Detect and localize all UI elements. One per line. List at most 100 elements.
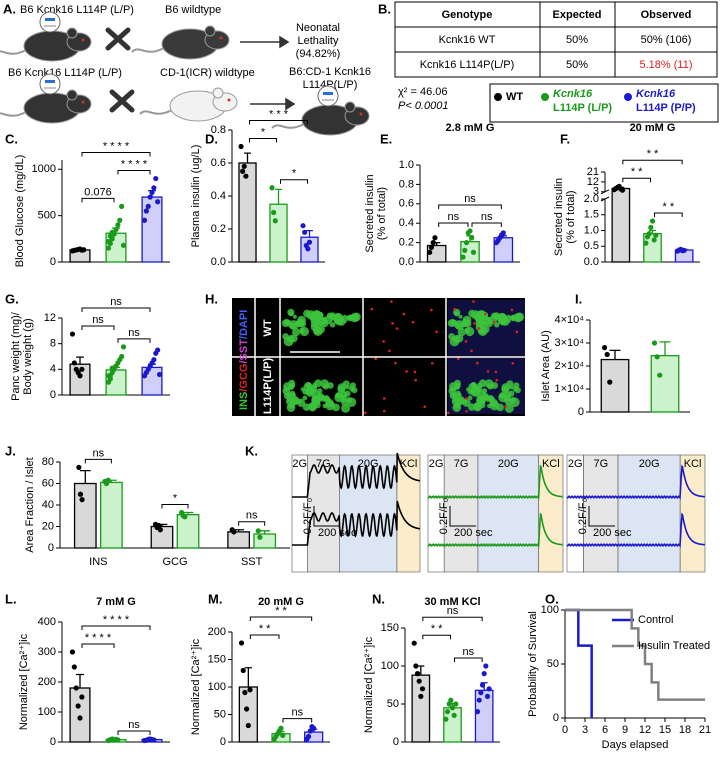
y-tick-label: 2×10⁴	[554, 360, 584, 372]
image-ins	[345, 385, 350, 390]
y-tick-label: 0.2	[211, 223, 226, 235]
scale-bar	[449, 506, 476, 527]
image-ins	[454, 311, 460, 317]
image-gcg	[472, 300, 475, 303]
image-ins	[303, 309, 311, 318]
y-tick-label: 0	[393, 736, 399, 748]
data-point	[71, 664, 77, 670]
scale-label: 200 sec	[454, 527, 493, 539]
panel-label: M.	[208, 591, 222, 606]
y-tick-label: 0.2	[399, 237, 414, 249]
image-gcg	[473, 322, 476, 325]
significance-bracket	[81, 325, 115, 331]
image-ins	[465, 326, 475, 337]
data-point	[247, 687, 253, 693]
image-gcg	[475, 361, 479, 365]
y-axis-label: Body weight (g)	[22, 318, 34, 394]
table-grid	[394, 1, 718, 78]
y-tick-label: 1×10⁴	[554, 383, 584, 395]
image-gcg	[470, 349, 473, 353]
image-gcg	[510, 308, 514, 312]
data-point	[271, 209, 277, 216]
image-ins	[449, 387, 455, 392]
diagram-text: Lethality	[298, 35, 339, 47]
mouse-eye	[227, 98, 231, 102]
y-tick-label: 1.5	[584, 209, 599, 221]
error-bar	[649, 229, 656, 234]
data-point	[149, 189, 155, 196]
calcium-trace	[292, 452, 421, 498]
image-ins	[496, 403, 504, 412]
significance-label: * * * *	[103, 614, 130, 626]
diagram-text: B6 Kcnk16 L114P (L/P)	[8, 67, 122, 79]
image-gcg	[446, 411, 450, 415]
data-point	[280, 732, 286, 739]
image-ins	[473, 401, 482, 411]
data-point	[145, 203, 151, 209]
data-point	[151, 737, 157, 743]
significance-bracket	[654, 212, 683, 218]
significance-bracket	[81, 307, 151, 313]
mouse-ear	[204, 25, 216, 37]
arrows	[240, 35, 296, 111]
data-point	[305, 246, 311, 252]
x-axis-label: Days elapsed	[602, 739, 669, 751]
y-axis-label: Normalized [Ca²⁺]ic	[18, 633, 30, 730]
image-ins	[468, 309, 476, 318]
data-point	[107, 376, 113, 382]
diagram-text: (94.82%)	[296, 48, 341, 60]
data-point	[483, 663, 489, 669]
image-gcg	[411, 320, 415, 324]
data-point	[469, 235, 475, 241]
y-tick-label: 150	[381, 622, 399, 634]
y-tick-label: 0.8	[399, 178, 414, 190]
scale-bar	[313, 506, 340, 527]
bar	[227, 531, 251, 549]
image-ins	[484, 379, 494, 388]
phase-label: 20G	[358, 458, 379, 470]
significance-bracket	[117, 730, 151, 735]
survival-line	[565, 608, 593, 718]
image-gcg	[494, 370, 498, 374]
bar	[650, 354, 680, 413]
image-gcg	[414, 378, 417, 382]
data-point	[432, 235, 438, 241]
bar	[141, 196, 163, 263]
phase-label: KCl	[400, 458, 418, 470]
image-ins	[297, 399, 302, 404]
table-cell: 50%	[566, 34, 588, 46]
data-point	[109, 365, 115, 371]
y-tick-label: 50	[214, 708, 226, 720]
x-tick-label: 15	[659, 724, 671, 736]
image-ins	[299, 326, 310, 337]
mouse-ear	[344, 101, 356, 113]
image-ins	[286, 403, 296, 412]
y-tick-label: 300	[38, 646, 56, 658]
image-ins	[305, 383, 312, 390]
image-ins	[515, 315, 520, 320]
data-point	[79, 694, 85, 700]
cross-symbol	[105, 27, 135, 113]
data-point	[278, 725, 284, 731]
image-ins	[300, 387, 306, 392]
image-gcg	[423, 405, 427, 408]
image-gcg	[395, 327, 399, 330]
error-bar	[244, 152, 251, 163]
panel-label: I.	[575, 291, 582, 306]
gene-icon-bar	[323, 92, 333, 95]
image-ins	[457, 328, 466, 337]
y-tick-label: 0	[50, 256, 56, 268]
y-axis-label: Secreted insulin	[553, 178, 565, 256]
data-point	[444, 709, 451, 715]
panel-label: E.	[380, 131, 392, 146]
significance-label: ns	[292, 707, 304, 719]
image-ins	[473, 313, 482, 322]
significance-label: * *	[663, 201, 675, 213]
y-tick-label: 0.5	[584, 240, 599, 252]
data-point	[651, 340, 658, 346]
scale-bar	[588, 506, 615, 527]
significance-bracket	[81, 197, 115, 203]
significance-bracket	[249, 616, 313, 621]
table-cell: 50% (106)	[641, 34, 692, 46]
